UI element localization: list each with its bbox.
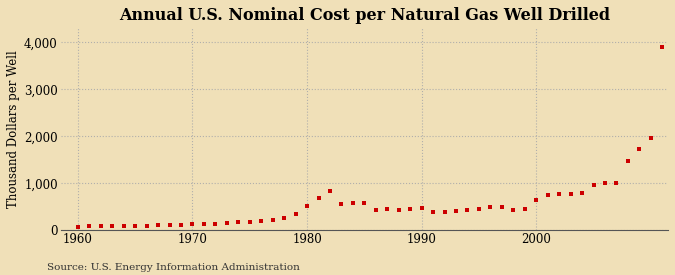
Point	[462, 208, 473, 213]
Point	[84, 224, 95, 229]
Point	[141, 223, 152, 228]
Text: Source: U.S. Energy Information Administration: Source: U.S. Energy Information Administ…	[47, 263, 300, 272]
Point	[176, 223, 186, 227]
Point	[313, 196, 324, 200]
Point	[256, 219, 267, 224]
Point	[519, 207, 530, 211]
Point	[508, 208, 518, 213]
Point	[382, 207, 393, 211]
Point	[187, 222, 198, 227]
Point	[130, 224, 140, 228]
Point	[233, 220, 244, 224]
Point	[210, 222, 221, 226]
Title: Annual U.S. Nominal Cost per Natural Gas Well Drilled: Annual U.S. Nominal Cost per Natural Gas…	[119, 7, 610, 24]
Point	[622, 159, 633, 163]
Point	[394, 208, 404, 212]
Point	[611, 181, 622, 186]
Point	[451, 209, 462, 213]
Point	[244, 220, 255, 224]
Point	[371, 208, 381, 213]
Point	[588, 183, 599, 188]
Point	[542, 192, 553, 197]
Point	[531, 198, 541, 203]
Point	[565, 192, 576, 196]
Point	[576, 191, 587, 195]
Point	[279, 216, 290, 221]
Point	[439, 210, 450, 214]
Point	[325, 189, 335, 193]
Point	[118, 224, 129, 228]
Point	[302, 204, 313, 208]
Point	[599, 181, 610, 185]
Point	[95, 224, 106, 228]
Point	[634, 147, 645, 151]
Point	[497, 204, 508, 209]
Point	[474, 207, 485, 211]
Point	[645, 136, 656, 140]
Point	[290, 212, 301, 216]
Point	[221, 221, 232, 226]
Point	[485, 205, 496, 210]
Point	[554, 192, 564, 196]
Point	[348, 200, 358, 205]
Point	[359, 200, 370, 205]
Point	[164, 223, 175, 227]
Y-axis label: Thousand Dollars per Well: Thousand Dollars per Well	[7, 50, 20, 208]
Point	[428, 210, 439, 214]
Point	[107, 224, 117, 228]
Point	[267, 218, 278, 223]
Point	[198, 222, 209, 226]
Point	[336, 202, 347, 207]
Point	[405, 207, 416, 211]
Point	[72, 225, 83, 229]
Point	[153, 223, 163, 227]
Point	[416, 206, 427, 210]
Point	[657, 45, 668, 49]
